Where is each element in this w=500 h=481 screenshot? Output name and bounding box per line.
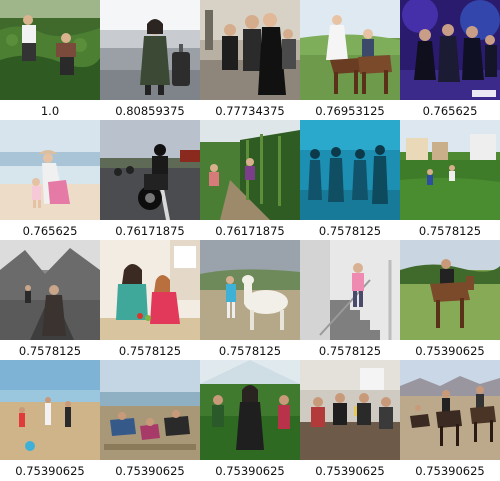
result-cell[interactable]: 0.7578125 [300,120,400,240]
result-cell[interactable]: 1.0 [0,0,100,120]
result-cell[interactable]: 0.75390625 [200,360,300,480]
motorcycle-road-icon[interactable] [100,120,200,220]
result-cell[interactable]: 0.75390625 [100,360,200,480]
girl-with-alpaca-icon[interactable] [200,240,300,340]
result-cell[interactable]: 0.7578125 [100,240,200,360]
result-cell[interactable]: 0.7578125 [200,240,300,360]
green-field-houses-icon[interactable] [400,120,500,220]
corn-field-people-icon[interactable] [200,120,300,220]
similarity-score: 0.75390625 [15,464,85,478]
man-on-horse-field-icon[interactable] [400,240,500,340]
similarity-score: 0.77734375 [215,104,285,118]
similarity-score: 0.76953125 [315,104,385,118]
result-cell[interactable]: 0.80859375 [100,0,200,120]
beach-walkers-icon[interactable] [0,360,100,460]
group-of-people-street-icon[interactable] [200,0,300,100]
result-cell[interactable]: 0.7578125 [0,240,100,360]
desert-horse-riders-icon[interactable] [400,360,500,460]
result-cell[interactable]: 0.76171875 [100,120,200,240]
similarity-score: 0.7578125 [18,344,82,358]
similarity-score: 0.80859375 [115,104,185,118]
similarity-score: 0.7578125 [418,224,482,238]
result-cell[interactable]: 0.765625 [400,0,500,120]
girl-on-stairs-icon[interactable] [300,240,400,340]
farm-field-two-people-icon[interactable] [0,0,100,100]
underwater-divers-icon[interactable] [300,120,400,220]
result-cell[interactable]: 0.75390625 [400,360,500,480]
similarity-score: 0.7578125 [118,344,182,358]
greenhouse-women-icon[interactable] [200,360,300,460]
similarity-score: 0.7578125 [318,344,382,358]
result-cell[interactable]: 0.765625 [0,120,100,240]
similarity-score: 0.75390625 [115,464,185,478]
woman-with-suitcase-icon[interactable] [100,0,200,100]
similarity-score: 0.75390625 [415,464,485,478]
result-cell[interactable]: 0.76953125 [300,0,400,120]
horse-riders-grassland-icon[interactable] [300,0,400,100]
similarity-score: 1.0 [40,104,60,118]
similarity-score: 0.765625 [22,224,78,238]
result-cell[interactable]: 0.7578125 [400,120,500,240]
office-meeting-icon[interactable] [300,360,400,460]
result-cell[interactable]: 0.77734375 [200,0,300,120]
dancing-party-stage-icon[interactable] [400,0,500,100]
beach-sand-diggers-icon[interactable] [100,360,200,460]
result-cell[interactable]: 0.75390625 [0,360,100,480]
similarity-score: 0.7578125 [318,224,382,238]
mountain-road-walkers-icon[interactable] [0,240,100,340]
similarity-score: 0.7578125 [218,344,282,358]
similarity-score: 0.76171875 [215,224,285,238]
similarity-score: 0.75390625 [215,464,285,478]
result-cell[interactable]: 0.75390625 [300,360,400,480]
beach-mother-child-icon[interactable] [0,120,100,220]
result-cell[interactable]: 0.7578125 [300,240,400,360]
similarity-score: 0.765625 [422,104,478,118]
similarity-score: 0.75390625 [315,464,385,478]
similarity-score: 0.75390625 [415,344,485,358]
result-cell[interactable]: 0.75390625 [400,240,500,360]
kitchen-mother-daughter-icon[interactable] [100,240,200,340]
result-cell[interactable]: 0.76171875 [200,120,300,240]
similarity-score: 0.76171875 [115,224,185,238]
